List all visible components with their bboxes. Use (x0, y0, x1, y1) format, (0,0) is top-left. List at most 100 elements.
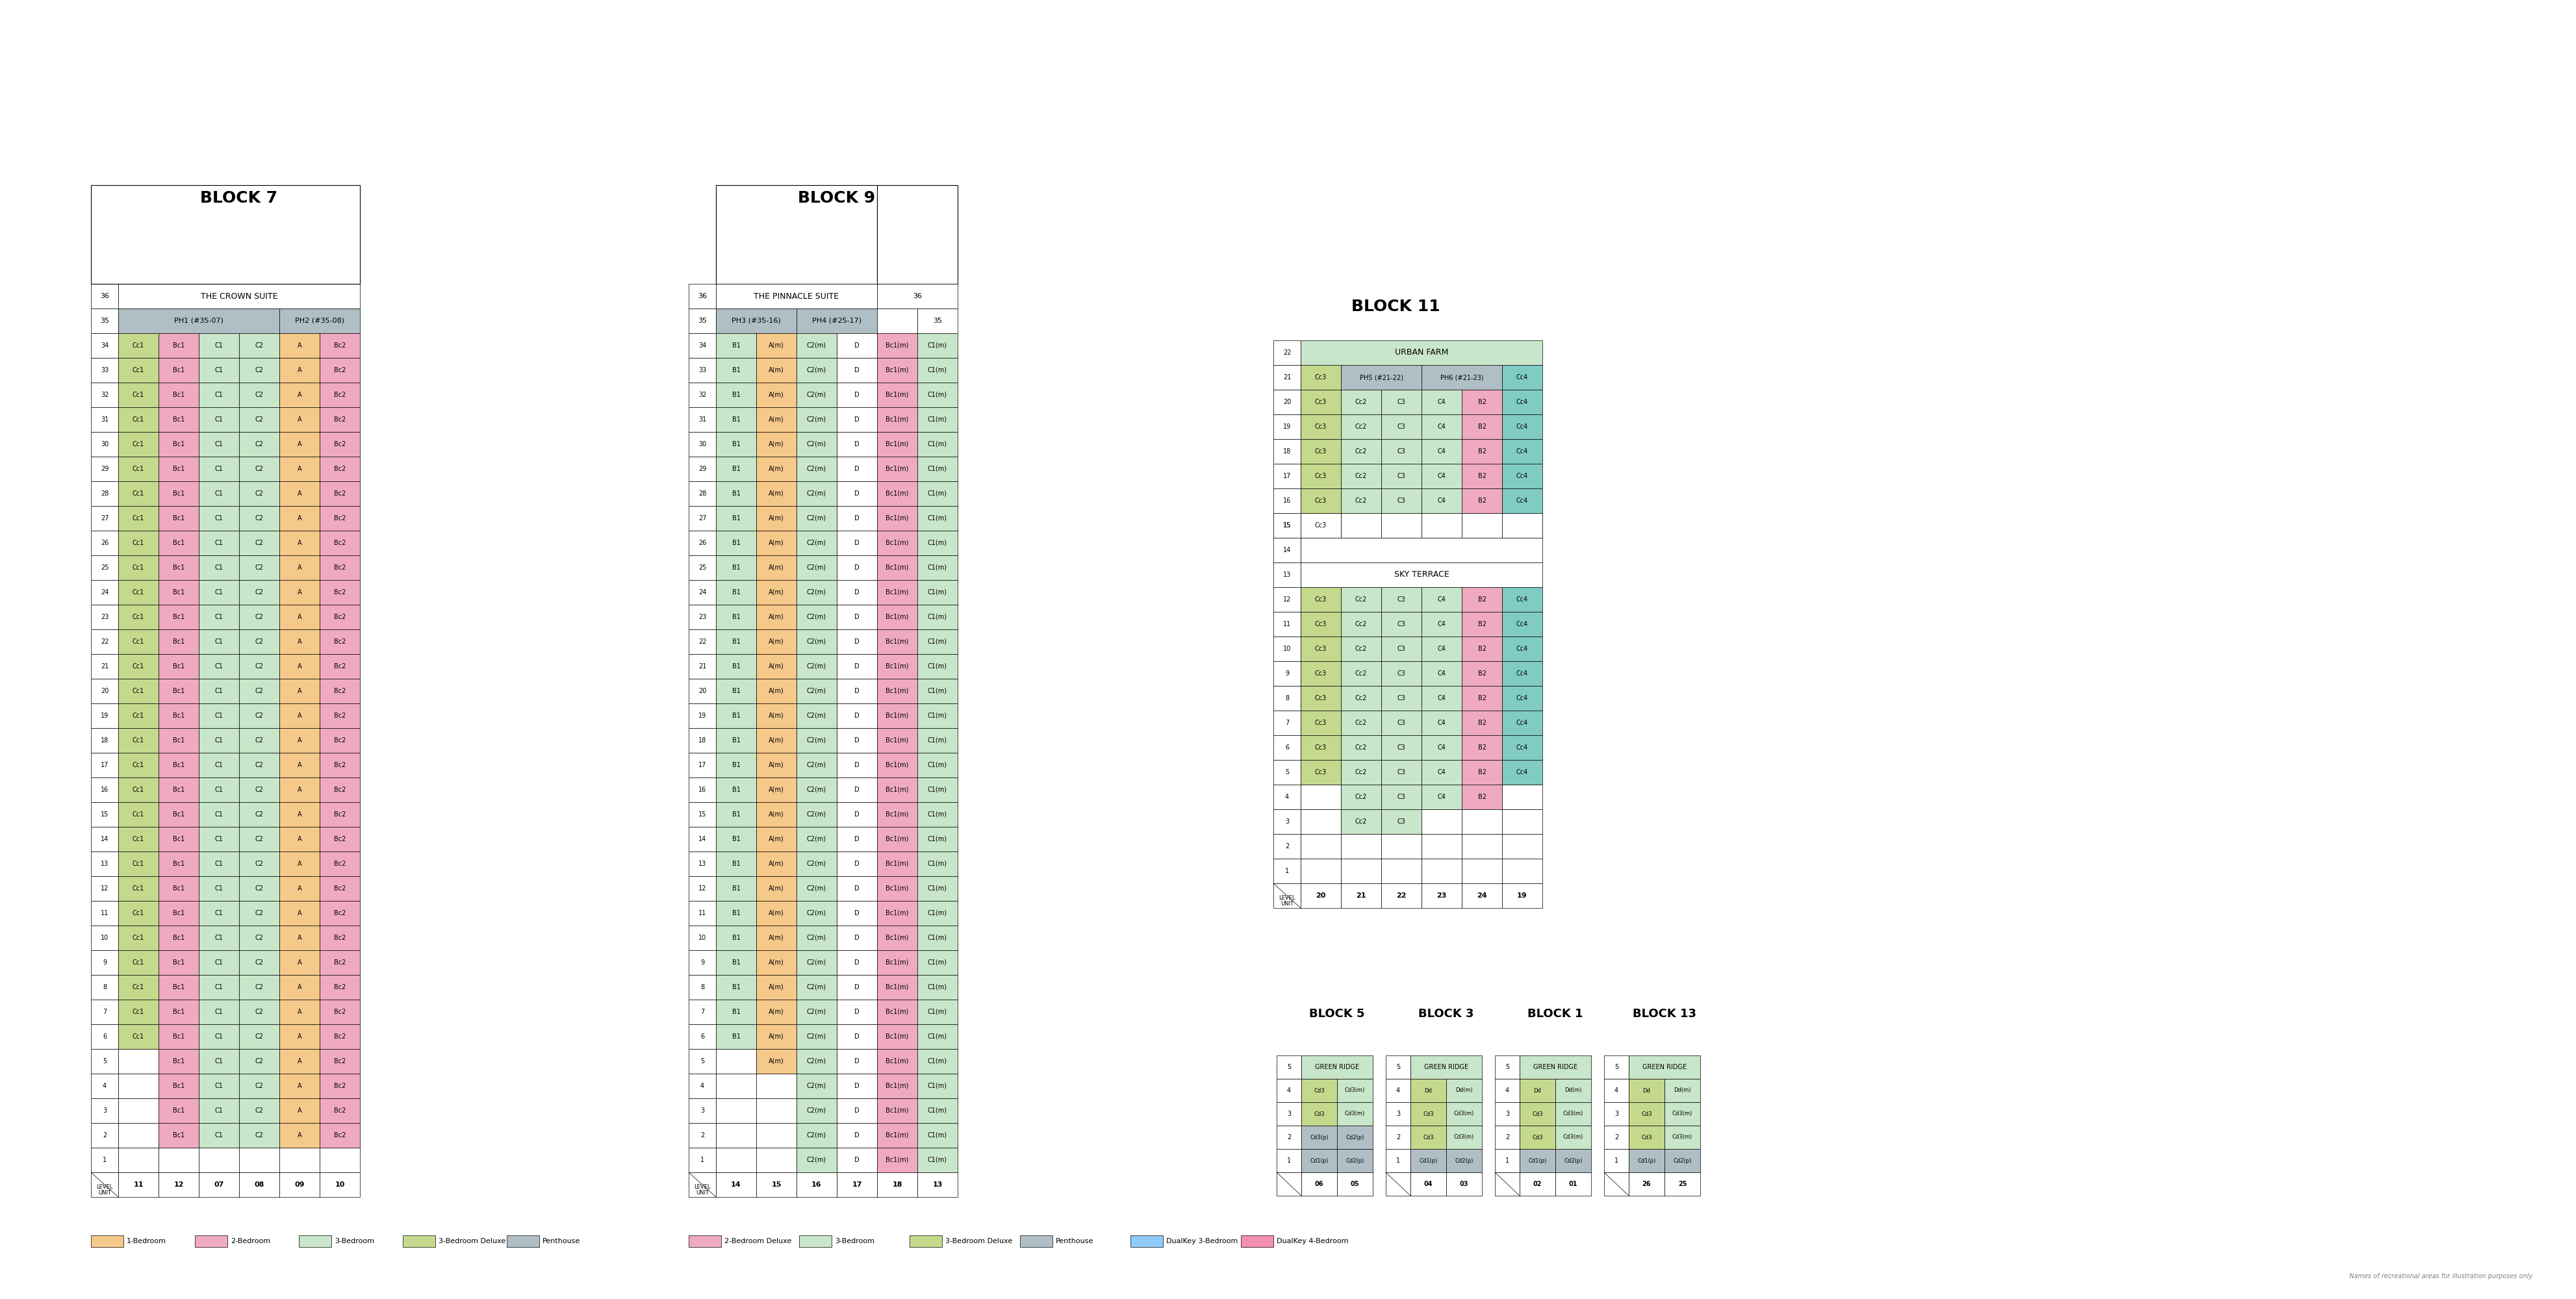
Bar (837, 727, 876, 753)
Bar (319, 974, 361, 1000)
Bar (755, 801, 796, 827)
Bar (876, 184, 958, 284)
Bar (1461, 785, 1502, 809)
Text: 28: 28 (100, 490, 108, 496)
Bar (1422, 859, 1461, 883)
Text: PH2 (#35-08): PH2 (#35-08) (294, 317, 345, 323)
Bar (1301, 414, 1340, 439)
Text: Cc3: Cc3 (1314, 399, 1327, 405)
Text: A: A (296, 985, 301, 990)
Text: 34: 34 (100, 342, 108, 348)
Text: C2(m): C2(m) (806, 1131, 827, 1138)
Bar (319, 1122, 361, 1148)
Text: 19: 19 (100, 712, 108, 720)
Bar (1301, 1125, 1337, 1148)
Bar (240, 974, 278, 1000)
Text: A(m): A(m) (768, 442, 783, 447)
Bar (1337, 1078, 1373, 1102)
Text: 12: 12 (100, 886, 108, 891)
Text: D: D (855, 662, 860, 670)
Bar (278, 530, 319, 556)
Bar (837, 951, 876, 974)
Bar (796, 727, 837, 753)
Bar (319, 481, 361, 505)
Text: Cd2(p): Cd2(p) (1345, 1157, 1363, 1164)
Bar (1628, 1055, 1700, 1078)
Bar (1301, 513, 1340, 538)
Text: A: A (296, 490, 301, 496)
Text: C1: C1 (214, 466, 224, 472)
Bar (1301, 1148, 1337, 1172)
Text: 3: 3 (1396, 1111, 1399, 1117)
Text: B1: B1 (732, 614, 739, 621)
Bar (876, 704, 917, 727)
Text: Bc1: Bc1 (173, 1034, 185, 1039)
Text: C1(m): C1(m) (927, 466, 948, 472)
Text: 15: 15 (100, 811, 108, 818)
Bar (837, 408, 876, 431)
Bar (1445, 1102, 1481, 1125)
Text: D: D (855, 1107, 860, 1113)
Bar (118, 876, 160, 902)
Text: B2: B2 (1476, 794, 1486, 800)
Bar (796, 876, 837, 902)
Text: 10: 10 (1283, 646, 1291, 652)
Bar (1340, 785, 1381, 809)
Text: A(m): A(m) (768, 688, 783, 694)
Text: A(m): A(m) (768, 985, 783, 990)
Bar (1494, 1102, 1520, 1125)
Bar (796, 704, 837, 727)
Text: C2(m): C2(m) (806, 342, 827, 348)
Text: Cc2: Cc2 (1355, 473, 1368, 479)
Text: 19: 19 (1517, 892, 1528, 899)
Bar (688, 605, 716, 630)
Text: 1: 1 (103, 1156, 106, 1164)
Text: C2: C2 (255, 590, 263, 595)
Bar (90, 579, 118, 605)
Bar (1605, 1172, 1628, 1195)
Text: Cc3: Cc3 (1314, 423, 1327, 430)
Text: Cc2: Cc2 (1355, 818, 1368, 825)
Text: C2: C2 (255, 638, 263, 644)
Bar (688, 753, 716, 777)
Text: B1: B1 (732, 416, 739, 423)
Text: 17: 17 (853, 1182, 863, 1187)
Text: Bc1: Bc1 (173, 886, 185, 891)
Bar (755, 630, 796, 655)
Bar (278, 678, 319, 704)
Bar (1502, 513, 1543, 538)
Text: 4: 4 (1285, 1087, 1291, 1094)
Text: B2: B2 (1476, 423, 1486, 430)
Bar (278, 505, 319, 530)
Text: 06: 06 (1314, 1181, 1324, 1187)
Text: 7: 7 (701, 1008, 703, 1016)
Text: Bc1: Bc1 (173, 540, 185, 546)
Text: Cc3: Cc3 (1314, 596, 1327, 603)
Text: Bc1: Bc1 (173, 1131, 185, 1138)
Text: A: A (296, 662, 301, 670)
Bar (198, 333, 240, 357)
Bar (1275, 1125, 1301, 1148)
Bar (1422, 390, 1461, 414)
Bar (240, 902, 278, 925)
Text: Cc4: Cc4 (1515, 769, 1528, 776)
Bar (837, 827, 876, 852)
Text: C1(m): C1(m) (927, 662, 948, 670)
Bar (240, 704, 278, 727)
Bar (755, 1050, 796, 1073)
Text: UNIT: UNIT (696, 1190, 708, 1196)
Bar (716, 284, 876, 308)
Bar (1520, 1172, 1556, 1195)
Bar (917, 530, 958, 556)
Text: A(m): A(m) (768, 392, 783, 397)
Bar (837, 876, 876, 902)
Bar (1502, 809, 1543, 834)
Bar (1337, 1148, 1373, 1172)
Bar (278, 876, 319, 902)
Text: Bc1(m): Bc1(m) (886, 712, 909, 720)
Text: Bc1(m): Bc1(m) (886, 392, 909, 397)
Bar (319, 530, 361, 556)
Bar (160, 925, 198, 951)
Text: C4: C4 (1437, 695, 1445, 701)
Text: 2: 2 (1285, 1134, 1291, 1141)
